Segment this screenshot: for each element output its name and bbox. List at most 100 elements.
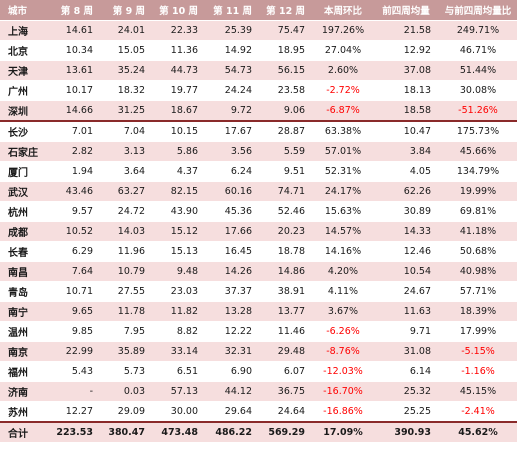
cell-city: 福州 <box>0 361 48 382</box>
cell-vs-four-week-avg: 30.08% <box>439 80 517 101</box>
cell-four-week-avg: 6.14 <box>373 361 439 382</box>
cell-four-week-avg: 62.26 <box>373 181 439 202</box>
total-four-week-avg: 390.93 <box>373 421 439 443</box>
table-row: 南宁 9.65 11.78 11.82 13.28 13.77 3.67% 11.63 18.3… <box>0 301 517 322</box>
cell-week-8: 9.85 <box>48 321 101 342</box>
cell-week-9: 24.01 <box>101 20 153 41</box>
header-week-12: 第 12 周 <box>260 0 313 21</box>
cell-week-9: 15.05 <box>101 40 153 61</box>
cell-city: 青岛 <box>0 281 48 302</box>
table-row: 北京 10.34 15.05 11.36 14.92 18.95 27.04% 12.92 46… <box>0 40 517 61</box>
cell-week-8: 13.61 <box>48 60 101 81</box>
cell-week-9: 63.27 <box>101 181 153 202</box>
cell-week-9: 11.78 <box>101 301 153 322</box>
cell-four-week-avg: 25.25 <box>373 401 439 423</box>
table-row: 福州 5.43 5.73 6.51 6.90 6.07 -12.03% 6.14 -1.16% <box>0 361 517 382</box>
cell-week-12: 6.07 <box>260 361 313 382</box>
cell-vs-four-week-avg: 69.81% <box>439 201 517 222</box>
cell-vs-four-week-avg: 134.79% <box>439 161 517 182</box>
cell-week-9: 11.96 <box>101 241 153 262</box>
cell-wow: -2.72% <box>313 80 373 101</box>
cell-city: 厦门 <box>0 161 48 182</box>
cell-week-11: 54.73 <box>206 60 260 81</box>
table-body: 上海 14.61 24.01 22.33 25.39 75.47 197.26% 21.58 2… <box>0 20 517 423</box>
cell-week-8: 43.46 <box>48 181 101 202</box>
table-row: 石家庄 2.82 3.13 5.86 3.56 5.59 57.01% 3.84 45.66% <box>0 141 517 162</box>
table-row: 深圳 14.66 31.25 18.67 9.72 9.06 -6.87% 18.58 -51.… <box>0 100 517 122</box>
table-row: 厦门 1.94 3.64 4.37 6.24 9.51 52.31% 4.05 134.79% <box>0 161 517 182</box>
cell-week-10: 22.33 <box>153 20 206 41</box>
cell-vs-four-week-avg: -1.16% <box>439 361 517 382</box>
table-row: 成都 10.52 14.03 15.12 17.66 20.23 14.57% 14.33 41… <box>0 221 517 242</box>
cell-wow: 4.20% <box>313 261 373 282</box>
cell-week-10: 43.90 <box>153 201 206 222</box>
cell-four-week-avg: 14.33 <box>373 221 439 242</box>
cell-week-11: 37.37 <box>206 281 260 302</box>
cell-week-11: 25.39 <box>206 20 260 41</box>
cell-four-week-avg: 10.54 <box>373 261 439 282</box>
cell-week-8: 6.29 <box>48 241 101 262</box>
total-week-12: 569.29 <box>260 421 313 443</box>
cell-wow: 197.26% <box>313 20 373 41</box>
cell-week-8: 10.34 <box>48 40 101 61</box>
cell-week-11: 17.67 <box>206 121 260 142</box>
cell-week-9: 10.79 <box>101 261 153 282</box>
cell-wow: -16.86% <box>313 401 373 423</box>
header-week-11: 第 11 周 <box>206 0 260 21</box>
cell-vs-four-week-avg: 46.71% <box>439 40 517 61</box>
cell-week-10: 57.13 <box>153 381 206 402</box>
cell-vs-four-week-avg: 175.73% <box>439 121 517 142</box>
cell-week-8: 14.66 <box>48 100 101 122</box>
cell-week-12: 74.71 <box>260 181 313 202</box>
cell-week-10: 23.03 <box>153 281 206 302</box>
total-week-11: 486.22 <box>206 421 260 443</box>
cell-week-11: 14.26 <box>206 261 260 282</box>
header-four-week-avg: 前四周均量 <box>373 0 439 21</box>
cell-city: 广州 <box>0 80 48 101</box>
cell-vs-four-week-avg: -2.41% <box>439 401 517 423</box>
cell-city: 石家庄 <box>0 141 48 162</box>
cell-four-week-avg: 37.08 <box>373 60 439 81</box>
cell-wow: -6.26% <box>313 321 373 342</box>
cell-four-week-avg: 24.67 <box>373 281 439 302</box>
cell-week-12: 18.78 <box>260 241 313 262</box>
cell-vs-four-week-avg: -5.15% <box>439 341 517 362</box>
cell-wow: 63.38% <box>313 121 373 142</box>
cell-week-12: 38.91 <box>260 281 313 302</box>
cell-wow: 15.63% <box>313 201 373 222</box>
weekly-volume-table: 城市 第 8 周 第 9 周 第 10 周 第 11 周 第 12 周 本周环比… <box>0 0 517 443</box>
table-row: 济南 -0.03 57.13 44.12 36.75 -16.70% 25.32 45.15% <box>0 381 517 402</box>
cell-wow: 27.04% <box>313 40 373 61</box>
header-city: 城市 <box>0 0 48 21</box>
header-vs-four-week-avg: 与前四周均量比 <box>439 0 517 21</box>
table-row: 杭州 9.57 24.72 43.90 45.36 52.46 15.63% 30.89 69.… <box>0 201 517 222</box>
cell-week-8: 10.17 <box>48 80 101 101</box>
cell-week-9: 3.13 <box>101 141 153 162</box>
cell-week-12: 75.47 <box>260 20 313 41</box>
total-week-8: 223.53 <box>48 421 101 443</box>
cell-week-12: 14.86 <box>260 261 313 282</box>
cell-week-9: 18.32 <box>101 80 153 101</box>
cell-wow: 14.57% <box>313 221 373 242</box>
cell-week-12: 24.64 <box>260 401 313 423</box>
cell-city: 天津 <box>0 60 48 81</box>
cell-city: 武汉 <box>0 181 48 202</box>
table-row: 南昌 7.64 10.79 9.48 14.26 14.86 4.20% 10.54 40.98… <box>0 261 517 282</box>
cell-week-9: 3.64 <box>101 161 153 182</box>
cell-week-8: 7.64 <box>48 261 101 282</box>
cell-week-8: 7.01 <box>48 121 101 142</box>
header-wow: 本周环比 <box>313 0 373 21</box>
cell-week-8: 10.71 <box>48 281 101 302</box>
total-label: 合计 <box>0 421 48 443</box>
cell-vs-four-week-avg: 45.66% <box>439 141 517 162</box>
cell-four-week-avg: 25.32 <box>373 381 439 402</box>
cell-week-12: 36.75 <box>260 381 313 402</box>
cell-week-9: 35.89 <box>101 341 153 362</box>
cell-vs-four-week-avg: 50.68% <box>439 241 517 262</box>
cell-vs-four-week-avg: 40.98% <box>439 261 517 282</box>
cell-week-9: 0.03 <box>101 381 153 402</box>
cell-four-week-avg: 18.13 <box>373 80 439 101</box>
cell-week-11: 6.24 <box>206 161 260 182</box>
header-week-10: 第 10 周 <box>153 0 206 21</box>
cell-week-10: 11.82 <box>153 301 206 322</box>
